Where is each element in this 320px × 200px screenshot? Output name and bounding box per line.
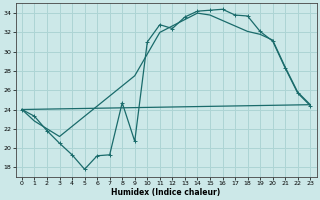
X-axis label: Humidex (Indice chaleur): Humidex (Indice chaleur) [111, 188, 221, 197]
